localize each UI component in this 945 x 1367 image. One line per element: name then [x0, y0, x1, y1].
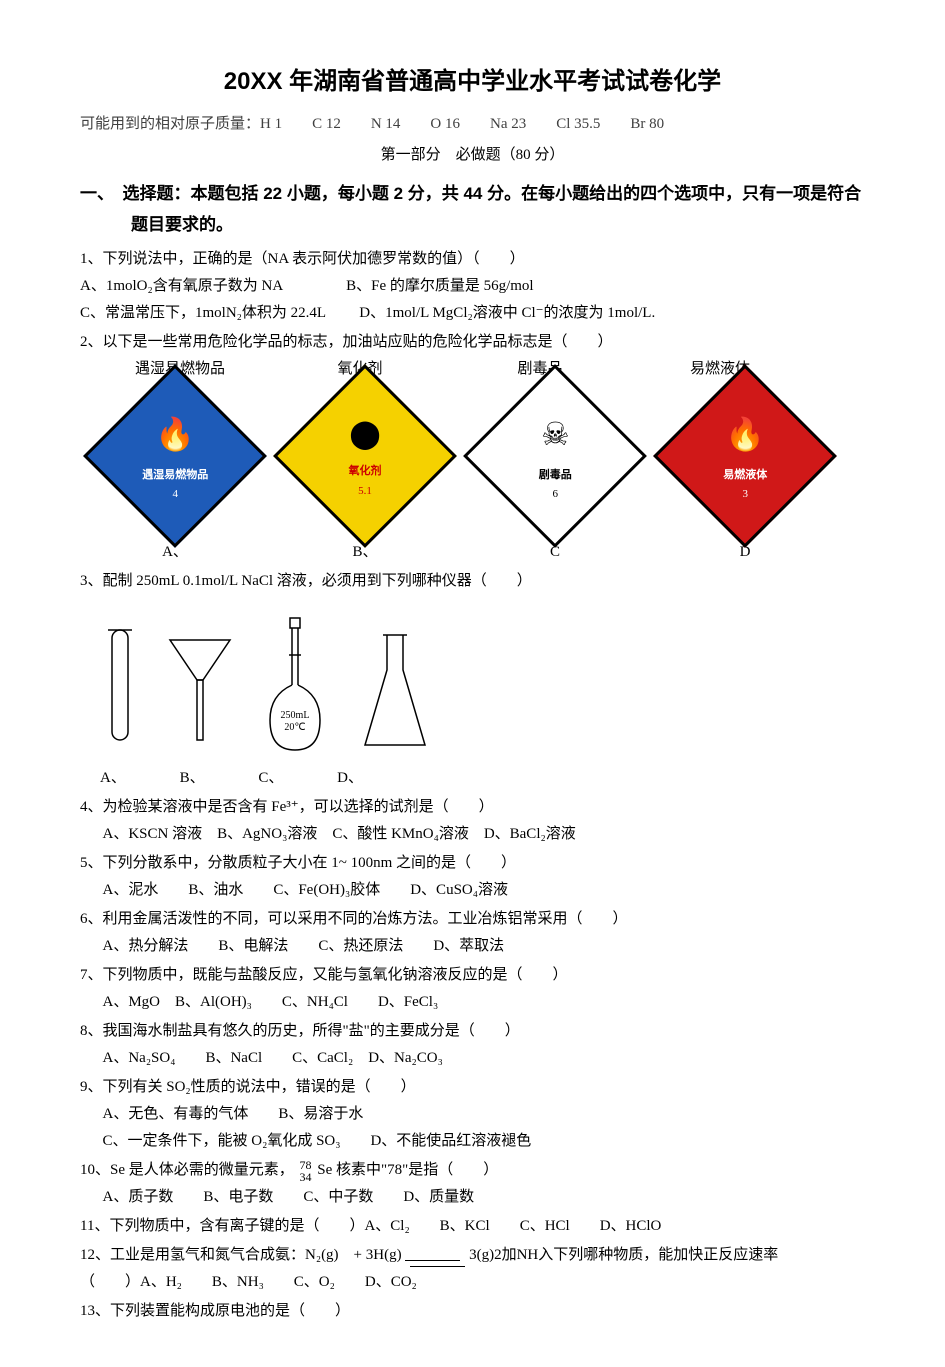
q6-opts: A、热分解法 B、电解法 C、热还原法 D、萃取法: [80, 933, 865, 960]
sign-a-num: 4: [113, 486, 237, 506]
q10-stem-prefix: 10、Se 是人体必需的微量元素，: [80, 1162, 294, 1178]
question-10: 10、Se 是人体必需的微量元素， 78 34 Se 核素中"78"是指（ ） …: [80, 1157, 865, 1211]
q2-label-d: 易燃液体: [650, 356, 790, 383]
q1-row1: A、1molO₂含有氧原子数为 NA B、Fe 的摩尔质量是 56g/mol: [80, 273, 865, 300]
q13-stem: 13、下列装置能构成原电池的是（ ）: [80, 1298, 865, 1325]
q9-opts2: C、一定条件下，能被 O₂氧化成 SO₃ D、不能使品红溶液褪色: [80, 1128, 865, 1155]
skull-icon: ☠: [493, 407, 617, 465]
hazard-sign-a: 🔥 遇湿易燃物品 4: [90, 391, 260, 521]
diamond-flammable-liquid: 🔥 易燃液体 3: [653, 364, 837, 548]
sign-b-num: 5.1: [303, 483, 427, 503]
sign-d-text: 易燃液体: [683, 466, 807, 486]
question-9: 9、下列有关 SO₂性质的说法中，错误的是（ ） A、无色、有毒的气体 B、易溶…: [80, 1074, 865, 1155]
q5-stem: 5、下列分散系中，分散质粒子大小在 1~ 100nm 之间的是（ ）: [80, 850, 865, 877]
oxidizer-icon: ⬤: [303, 410, 427, 460]
q10-opts: A、质子数 B、电子数 C、中子数 D、质量数: [80, 1184, 865, 1211]
sign-a-text: 遇湿易燃物品: [113, 466, 237, 486]
erlenmeyer-flask-icon: [355, 625, 435, 755]
volumetric-flask-icon: 250mL 20℃: [260, 615, 330, 755]
q10-stem-suffix: Se 核素中"78"是指（ ）: [317, 1162, 498, 1178]
svg-text:250mL: 250mL: [281, 710, 310, 721]
q1-row2: C、常温常压下，1molN₂体积为 22.4L D、1mol/L MgCl₂溶液…: [80, 300, 865, 327]
q8-stem: 8、我国海水制盐具有悠久的历史，所得"盐"的主要成分是（ ）: [80, 1018, 865, 1045]
section-1-heading: 一、 选择题：本题包括 22 小题，每小题 2 分，共 44 分。在每小题给出的…: [131, 179, 865, 240]
se-isotope-notation: 78 34: [300, 1159, 312, 1183]
question-4: 4、为检验某溶液中是否含有 Fe³⁺，可以选择的试剂是（ ） A、KSCN 溶液…: [80, 794, 865, 848]
question-1: 1、下列说法中，正确的是（NA 表示阿伏加德罗常数的值）（ ） A、1molO₂…: [80, 246, 865, 327]
sign-d-num: 3: [683, 486, 807, 506]
q1-opt-a: A、1molO₂含有氧原子数为 NA: [80, 278, 282, 294]
q3-letter-a: A、: [100, 765, 126, 792]
question-12: 12、工业是用氢气和氮气合成氨：N₂(g) + 3H(g) 3(g)2加NH入下…: [80, 1242, 865, 1296]
question-5: 5、下列分散系中，分散质粒子大小在 1~ 100nm 之间的是（ ） A、泥水 …: [80, 850, 865, 904]
q3-stem: 3、配制 250mL 0.1mol/L NaCl 溶液，必须用到下列哪种仪器（ …: [80, 568, 865, 595]
sign-c-num: 6: [493, 486, 617, 506]
question-6: 6、利用金属活泼性的不同，可以采用不同的冶炼方法。工业冶炼铝常采用（ ） A、热…: [80, 906, 865, 960]
q11-stem: 11、下列物质中，含有离子键的是（ ）A、Cl₂ B、KCl C、HCl D、H…: [80, 1213, 865, 1240]
question-2: 2、以下是一些常用危险化学品的标志，加油站应贴的危险化学品标志是（ ） 遇湿易燃…: [80, 329, 865, 566]
question-7: 7、下列物质中，既能与盐酸反应，又能与氢氧化钠溶液反应的是（ ） A、MgO B…: [80, 962, 865, 1016]
q4-opts: A、KSCN 溶液 B、AgNO₃溶液 C、酸性 KMnO₄溶液 D、BaCl₂…: [80, 821, 865, 848]
q6-stem: 6、利用金属活泼性的不同，可以采用不同的冶炼方法。工业冶炼铝常采用（ ）: [80, 906, 865, 933]
part-label: 第一部分 必做题（80 分）: [80, 142, 865, 169]
atomic-mass-line: 可能用到的相对原子质量：H 1 C 12 N 14 O 16 Na 23 Cl …: [80, 111, 865, 138]
diamond-wet-flammable: 🔥 遇湿易燃物品 4: [83, 364, 267, 548]
q10-stem: 10、Se 是人体必需的微量元素， 78 34 Se 核素中"78"是指（ ）: [80, 1157, 865, 1184]
q12-stem-suffix: 3(g)2加NH入下列哪种物质，能加快正反应速率: [469, 1247, 778, 1263]
q3-letter-d: D、: [337, 765, 363, 792]
q1-opt-b: B、Fe 的摩尔质量是 56g/mol: [346, 278, 534, 294]
q12-opts: （ ）A、H₂ B、NH₃ C、O₂ D、CO₂: [80, 1269, 865, 1296]
q12-stem-prefix: 12、工业是用氢气和氮气合成氨：N₂(g) + 3H(g): [80, 1247, 402, 1263]
svg-text:20℃: 20℃: [284, 722, 305, 733]
hazard-sign-b: ⬤ 氧化剂 5.1: [280, 391, 450, 521]
q8-opts: A、Na₂SO₄ B、NaCl C、CaCl₂ D、Na₂CO₃: [80, 1045, 865, 1072]
funnel-icon: [165, 625, 235, 755]
sign-b-text: 氧化剂: [303, 463, 427, 483]
q12-stem: 12、工业是用氢气和氮气合成氨：N₂(g) + 3H(g) 3(g)2加NH入下…: [80, 1242, 865, 1269]
test-tube-icon: [100, 625, 140, 755]
sign-c-text: 剧毒品: [493, 466, 617, 486]
question-3: 3、配制 250mL 0.1mol/L NaCl 溶液，必须用到下列哪种仪器（ …: [80, 568, 865, 792]
q7-stem: 7、下列物质中，既能与盐酸反应，又能与氢氧化钠溶液反应的是（ ）: [80, 962, 865, 989]
q1-opt-d: D、1mol/L MgCl₂溶液中 Cl⁻的浓度为 1mol/L.: [359, 305, 655, 321]
q5-opts: A、泥水 B、油水 C、Fe(OH)₃胶体 D、CuSO₄溶液: [80, 877, 865, 904]
q7-opts: A、MgO B、Al(OH)₃ C、NH₄Cl D、FeCl₃: [80, 989, 865, 1016]
se-atomic-number: 34: [300, 1171, 312, 1183]
flame-icon: 🔥: [683, 407, 807, 465]
diamond-toxic: ☠ 剧毒品 6: [463, 364, 647, 548]
hazard-sign-c: ☠ 剧毒品 6: [470, 391, 640, 521]
question-13: 13、下列装置能构成原电池的是（ ）: [80, 1298, 865, 1325]
question-11: 11、下列物质中，含有离子键的是（ ）A、Cl₂ B、KCl C、HCl D、H…: [80, 1213, 865, 1240]
q2-stem: 2、以下是一些常用危险化学品的标志，加油站应贴的危险化学品标志是（ ）: [80, 329, 865, 356]
q9-stem: 9、下列有关 SO₂性质的说法中，错误的是（ ）: [80, 1074, 865, 1101]
q1-stem: 1、下列说法中，正确的是（NA 表示阿伏加德罗常数的值）（ ）: [80, 246, 865, 273]
q3-glassware-row: 250mL 20℃: [80, 605, 865, 755]
hazard-sign-d: 🔥 易燃液体 3: [660, 391, 830, 521]
question-8: 8、我国海水制盐具有悠久的历史，所得"盐"的主要成分是（ ） A、Na₂SO₄ …: [80, 1018, 865, 1072]
q2-diamond-row: 🔥 遇湿易燃物品 4 ⬤ 氧化剂 5.1 ☠ 剧毒品 6: [80, 391, 865, 521]
q3-letter-c: C、: [258, 765, 283, 792]
q9-opts1: A、无色、有毒的气体 B、易溶于水: [80, 1101, 865, 1128]
q1-opt-c: C、常温常压下，1molN₂体积为 22.4L: [80, 305, 326, 321]
q3-letter-row: A、 B、 C、 D、: [80, 765, 865, 792]
q4-stem: 4、为检验某溶液中是否含有 Fe³⁺，可以选择的试剂是（ ）: [80, 794, 865, 821]
q3-letter-b: B、: [180, 765, 205, 792]
exam-title: 20XX 年湖南省普通高中学业水平考试试卷化学: [80, 60, 865, 103]
flame-icon: 🔥: [113, 407, 237, 465]
diamond-oxidizer: ⬤ 氧化剂 5.1: [273, 364, 457, 548]
